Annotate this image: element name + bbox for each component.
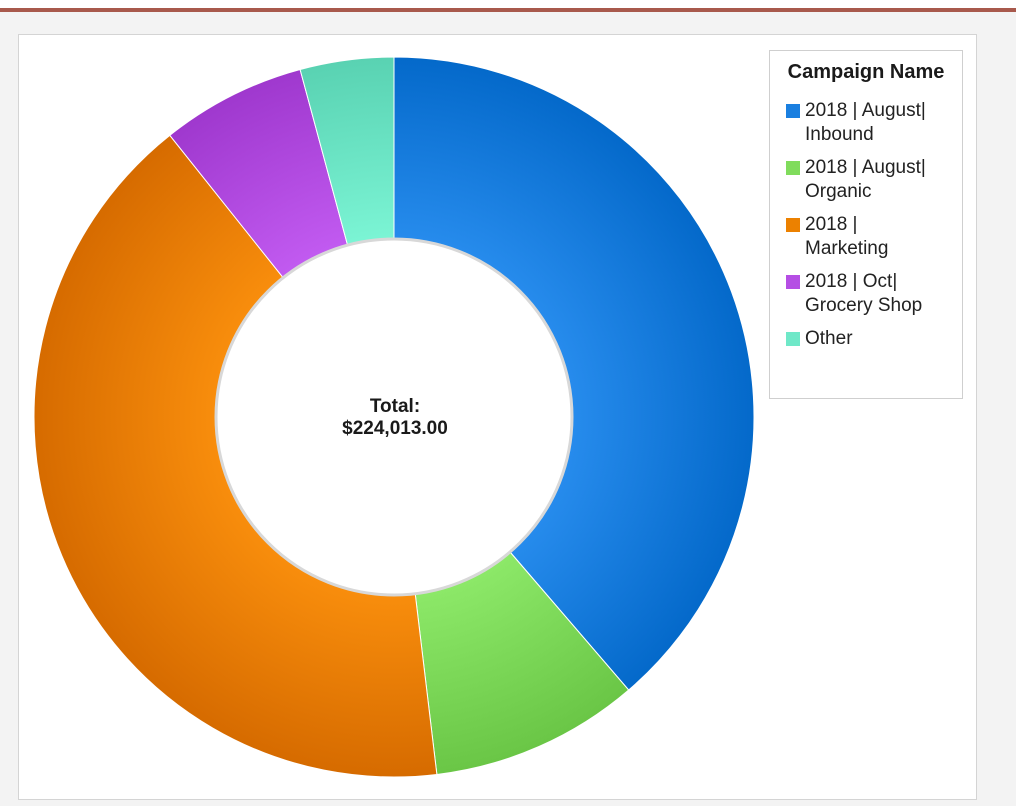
legend-label: Other [805,328,853,349]
legend-swatch [786,104,800,118]
legend-label: 2018 | Marketing [805,214,889,259]
legend-swatch [786,275,800,289]
legend-label: 2018 | August| Organic [805,157,926,202]
total-value: $224,013.00 [342,418,448,439]
donut-center-total: Total: $224,013.00 [295,396,495,440]
legend-item[interactable]: 2018 | August| Inbound [770,99,962,147]
legend-label: 2018 | August| Inbound [805,100,926,145]
legend-items: 2018 | August| Inbound 2018 | August| Organ… [770,99,962,351]
legend-item[interactable]: 2018 | Oct| Grocery Shop [770,270,962,318]
legend-swatch [786,218,800,232]
total-label: Total: [369,396,421,417]
donut-hole [214,237,574,597]
legend-item[interactable]: 2018 | Marketing [770,213,962,261]
donut-slices [33,56,755,778]
legend-item[interactable]: Other [770,327,962,351]
legend-swatch [786,161,800,175]
chart-legend: Campaign Name 2018 | August| Inbound 2018 … [769,50,963,399]
legend-item[interactable]: 2018 | August| Organic [770,156,962,204]
legend-title: Campaign Name [787,61,945,83]
top-accent-bar [0,0,1016,12]
legend-label: 2018 | Oct| Grocery Shop [805,271,923,316]
legend-swatch [786,332,800,346]
